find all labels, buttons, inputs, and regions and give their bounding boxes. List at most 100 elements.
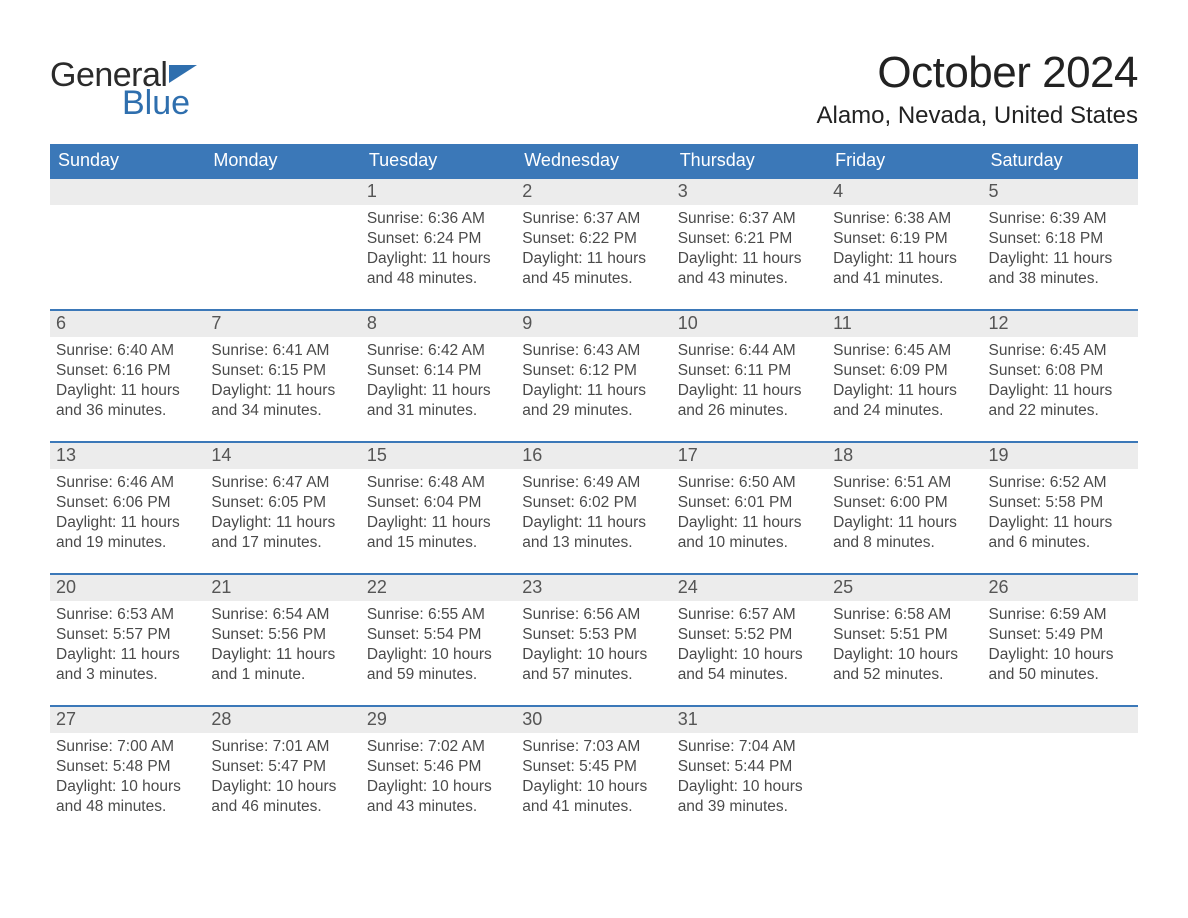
calendar-day-cell: 6Sunrise: 6:40 AMSunset: 6:16 PMDaylight… bbox=[50, 310, 205, 442]
calendar-day-cell: 29Sunrise: 7:02 AMSunset: 5:46 PMDayligh… bbox=[361, 706, 516, 838]
calendar-day-cell: 8Sunrise: 6:42 AMSunset: 6:14 PMDaylight… bbox=[361, 310, 516, 442]
weekday-header: Tuesday bbox=[361, 144, 516, 178]
day-details: Sunrise: 6:44 AMSunset: 6:11 PMDaylight:… bbox=[672, 337, 827, 428]
daylight-line: Daylight: 10 hours and 48 minutes. bbox=[56, 777, 199, 817]
day-number: 12 bbox=[983, 311, 1138, 337]
sunset-line: Sunset: 5:51 PM bbox=[833, 625, 976, 645]
calendar-day-cell: 17Sunrise: 6:50 AMSunset: 6:01 PMDayligh… bbox=[672, 442, 827, 574]
calendar-day-cell: 10Sunrise: 6:44 AMSunset: 6:11 PMDayligh… bbox=[672, 310, 827, 442]
sunset-line: Sunset: 6:05 PM bbox=[211, 493, 354, 513]
calendar-week-row: 13Sunrise: 6:46 AMSunset: 6:06 PMDayligh… bbox=[50, 442, 1138, 574]
daylight-line: Daylight: 11 hours and 6 minutes. bbox=[989, 513, 1132, 553]
day-details: Sunrise: 6:45 AMSunset: 6:08 PMDaylight:… bbox=[983, 337, 1138, 428]
calendar-day-cell: 26Sunrise: 6:59 AMSunset: 5:49 PMDayligh… bbox=[983, 574, 1138, 706]
calendar-day-cell: 5Sunrise: 6:39 AMSunset: 6:18 PMDaylight… bbox=[983, 178, 1138, 310]
page: General Blue October 2024 Alamo, Nevada,… bbox=[0, 0, 1188, 878]
day-details: Sunrise: 6:55 AMSunset: 5:54 PMDaylight:… bbox=[361, 601, 516, 692]
day-details: Sunrise: 6:50 AMSunset: 6:01 PMDaylight:… bbox=[672, 469, 827, 560]
calendar-day-cell: 14 Sunrise: 6:47 AMSunset: 6:05 PMDayligh… bbox=[205, 442, 360, 574]
calendar-day-cell: 16Sunrise: 6:49 AMSunset: 6:02 PMDayligh… bbox=[516, 442, 671, 574]
day-number bbox=[205, 179, 360, 205]
sunset-line: Sunset: 5:44 PM bbox=[678, 757, 821, 777]
sunset-line: Sunset: 5:54 PM bbox=[367, 625, 510, 645]
weekday-header: Wednesday bbox=[516, 144, 671, 178]
calendar-day-cell: 13Sunrise: 6:46 AMSunset: 6:06 PMDayligh… bbox=[50, 442, 205, 574]
calendar-day-cell: 2Sunrise: 6:37 AMSunset: 6:22 PMDaylight… bbox=[516, 178, 671, 310]
calendar-day-cell: 18Sunrise: 6:51 AMSunset: 6:00 PMDayligh… bbox=[827, 442, 982, 574]
day-number: 14 bbox=[205, 443, 360, 469]
daylight-line: Daylight: 11 hours and 22 minutes. bbox=[989, 381, 1132, 421]
sunset-line: Sunset: 6:06 PM bbox=[56, 493, 199, 513]
day-details: Sunrise: 6:37 AMSunset: 6:22 PMDaylight:… bbox=[516, 205, 671, 296]
sunrise-line: Sunrise: 6:49 AM bbox=[522, 473, 665, 493]
calendar-day-cell: 30Sunrise: 7:03 AMSunset: 5:45 PMDayligh… bbox=[516, 706, 671, 838]
day-details: Sunrise: 6:46 AMSunset: 6:06 PMDaylight:… bbox=[50, 469, 205, 560]
calendar-week-row: 20Sunrise: 6:53 AMSunset: 5:57 PMDayligh… bbox=[50, 574, 1138, 706]
calendar-day-cell: 22Sunrise: 6:55 AMSunset: 5:54 PMDayligh… bbox=[361, 574, 516, 706]
daylight-line: Daylight: 11 hours and 38 minutes. bbox=[989, 249, 1132, 289]
calendar-day-cell bbox=[983, 706, 1138, 838]
location: Alamo, Nevada, United States bbox=[816, 102, 1138, 130]
sunrise-line: Sunrise: 6:51 AM bbox=[833, 473, 976, 493]
daylight-line: Daylight: 11 hours and 8 minutes. bbox=[833, 513, 976, 553]
sunrise-line: Sunrise: 7:02 AM bbox=[367, 737, 510, 757]
day-number: 28 bbox=[205, 707, 360, 733]
daylight-line: Daylight: 11 hours and 29 minutes. bbox=[522, 381, 665, 421]
sunset-line: Sunset: 6:11 PM bbox=[678, 361, 821, 381]
day-details: Sunrise: 6:37 AMSunset: 6:21 PMDaylight:… bbox=[672, 205, 827, 296]
sunrise-line: Sunrise: 6:40 AM bbox=[56, 341, 199, 361]
daylight-line: Daylight: 11 hours and 17 minutes. bbox=[211, 513, 354, 553]
sunrise-line: Sunrise: 7:03 AM bbox=[522, 737, 665, 757]
daylight-line: Daylight: 11 hours and 31 minutes. bbox=[367, 381, 510, 421]
sunset-line: Sunset: 6:15 PM bbox=[211, 361, 354, 381]
sunrise-line: Sunrise: 6:37 AM bbox=[678, 209, 821, 229]
sunrise-line: Sunrise: 6:41 AM bbox=[211, 341, 354, 361]
daylight-line: Daylight: 11 hours and 36 minutes. bbox=[56, 381, 199, 421]
day-details: Sunrise: 6:45 AMSunset: 6:09 PMDaylight:… bbox=[827, 337, 982, 428]
calendar-day-cell: 28Sunrise: 7:01 AMSunset: 5:47 PMDayligh… bbox=[205, 706, 360, 838]
day-details: Sunrise: 6:52 AMSunset: 5:58 PMDaylight:… bbox=[983, 469, 1138, 560]
sunrise-line: Sunrise: 6:59 AM bbox=[989, 605, 1132, 625]
calendar-week-row: 1Sunrise: 6:36 AMSunset: 6:24 PMDaylight… bbox=[50, 178, 1138, 310]
sunrise-line: Sunrise: 7:01 AM bbox=[211, 737, 354, 757]
sunrise-line: Sunrise: 6:48 AM bbox=[367, 473, 510, 493]
day-details: Sunrise: 6:53 AMSunset: 5:57 PMDaylight:… bbox=[50, 601, 205, 692]
day-number: 20 bbox=[50, 575, 205, 601]
sunset-line: Sunset: 5:53 PM bbox=[522, 625, 665, 645]
day-number: 11 bbox=[827, 311, 982, 337]
calendar-day-cell bbox=[205, 178, 360, 310]
sunrise-line: Sunrise: 6:47 AM bbox=[211, 473, 354, 493]
sunrise-line: Sunrise: 6:50 AM bbox=[678, 473, 821, 493]
day-details: Sunrise: 7:04 AMSunset: 5:44 PMDaylight:… bbox=[672, 733, 827, 824]
daylight-line: Daylight: 11 hours and 41 minutes. bbox=[833, 249, 976, 289]
flag-icon bbox=[169, 65, 197, 85]
day-number: 31 bbox=[672, 707, 827, 733]
sunset-line: Sunset: 6:18 PM bbox=[989, 229, 1132, 249]
calendar-week-row: 27Sunrise: 7:00 AMSunset: 5:48 PMDayligh… bbox=[50, 706, 1138, 838]
day-number: 5 bbox=[983, 179, 1138, 205]
day-details: Sunrise: 6:40 AMSunset: 6:16 PMDaylight:… bbox=[50, 337, 205, 428]
daylight-line: Daylight: 11 hours and 24 minutes. bbox=[833, 381, 976, 421]
sunrise-line: Sunrise: 6:37 AM bbox=[522, 209, 665, 229]
weekday-header: Thursday bbox=[672, 144, 827, 178]
daylight-line: Daylight: 11 hours and 1 minute. bbox=[211, 645, 354, 685]
sunset-line: Sunset: 6:19 PM bbox=[833, 229, 976, 249]
logo-text-blue: Blue bbox=[122, 86, 197, 120]
daylight-line: Daylight: 11 hours and 3 minutes. bbox=[56, 645, 199, 685]
daylight-line: Daylight: 11 hours and 13 minutes. bbox=[522, 513, 665, 553]
sunrise-line: Sunrise: 6:42 AM bbox=[367, 341, 510, 361]
day-details: Sunrise: 6:56 AMSunset: 5:53 PMDaylight:… bbox=[516, 601, 671, 692]
calendar-day-cell: 24Sunrise: 6:57 AMSunset: 5:52 PMDayligh… bbox=[672, 574, 827, 706]
sunrise-line: Sunrise: 6:53 AM bbox=[56, 605, 199, 625]
sunset-line: Sunset: 5:49 PM bbox=[989, 625, 1132, 645]
day-number: 22 bbox=[361, 575, 516, 601]
sunrise-line: Sunrise: 6:45 AM bbox=[833, 341, 976, 361]
day-number: 17 bbox=[672, 443, 827, 469]
calendar-day-cell: 12Sunrise: 6:45 AMSunset: 6:08 PMDayligh… bbox=[983, 310, 1138, 442]
sunset-line: Sunset: 5:58 PM bbox=[989, 493, 1132, 513]
sunset-line: Sunset: 5:52 PM bbox=[678, 625, 821, 645]
calendar-day-cell: 19Sunrise: 6:52 AMSunset: 5:58 PMDayligh… bbox=[983, 442, 1138, 574]
sunset-line: Sunset: 6:02 PM bbox=[522, 493, 665, 513]
day-details: Sunrise: 6:57 AMSunset: 5:52 PMDaylight:… bbox=[672, 601, 827, 692]
sunrise-line: Sunrise: 6:58 AM bbox=[833, 605, 976, 625]
